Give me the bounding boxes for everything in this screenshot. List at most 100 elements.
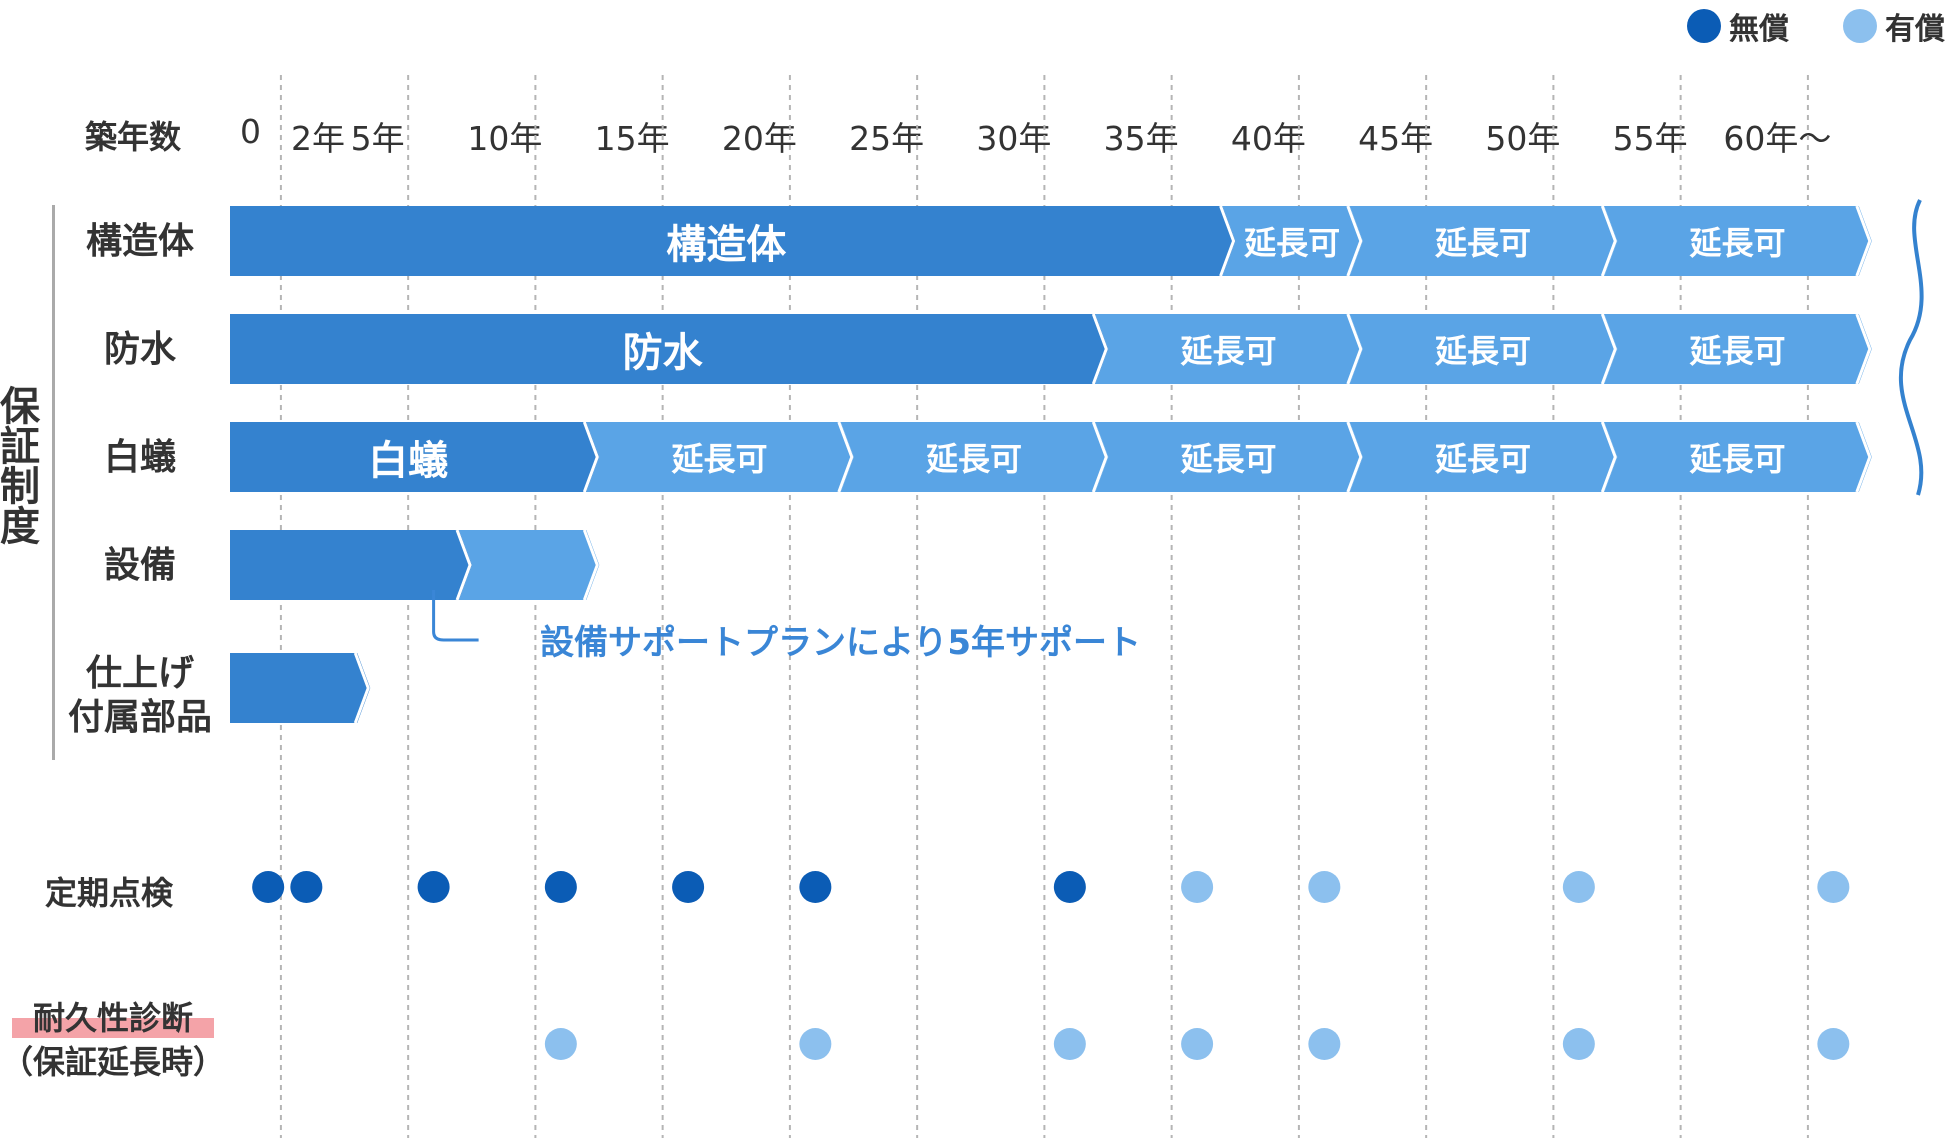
axis-break-mark xyxy=(1898,199,1924,496)
year-label: 0 xyxy=(240,112,261,151)
durability-diagnosis-dot xyxy=(544,1028,577,1060)
periodic-inspection-dot xyxy=(1817,871,1850,903)
extension-bar-structure xyxy=(1349,206,1618,276)
main-bar-label: 構造体 xyxy=(666,222,787,268)
extension-label: 延長可 xyxy=(1180,440,1277,478)
chevron-separator xyxy=(1091,421,1108,493)
equipment-note-connector xyxy=(432,590,479,642)
extension-bar-structure xyxy=(1222,206,1363,276)
row-label-equipment: 設備 xyxy=(103,545,176,586)
extension-bar-termite xyxy=(1349,422,1618,492)
group-bracket-line xyxy=(52,205,55,760)
extension-label: 延長可 xyxy=(1689,332,1786,370)
durability-diagnosis-dot xyxy=(799,1028,832,1060)
extension-label: 延長可 xyxy=(1180,332,1277,370)
periodic-inspection-dot xyxy=(799,871,832,903)
chevron-separator xyxy=(1855,421,1872,493)
header-row-title: 築年数 xyxy=(85,118,182,156)
extension-label: 延長可 xyxy=(671,440,768,478)
group-label: 保証制度 xyxy=(0,385,39,545)
row-label-finishing-line2: 付属部品 xyxy=(67,697,212,738)
extension-bar-equipment xyxy=(459,530,600,600)
extension-bar-waterproof xyxy=(1604,314,1872,384)
durability-label-line1: 耐久性診断 xyxy=(32,999,193,1037)
year-label: 25年 xyxy=(849,119,925,158)
row-label-termite: 白蟻 xyxy=(103,437,176,478)
durability-diagnosis-dot xyxy=(1308,1028,1341,1060)
extension-label: 延長可 xyxy=(926,440,1023,478)
chevron-separator xyxy=(455,529,472,601)
year-label: 55年 xyxy=(1612,119,1688,158)
legend-free-label: 無償 xyxy=(1729,12,1789,47)
durability-label-highlight xyxy=(12,1018,214,1038)
periodic-inspection-label: 定期点検 xyxy=(45,874,174,912)
row-label-finishing-line1: 仕上げ xyxy=(85,653,194,694)
chevron-separator xyxy=(1855,313,1872,385)
extension-bar-termite xyxy=(840,422,1109,492)
extension-label: 延長可 xyxy=(1435,332,1532,370)
extension-bar-waterproof xyxy=(1095,314,1363,384)
extension-bar-termite xyxy=(586,422,854,492)
periodic-inspection-dot xyxy=(672,871,705,903)
extension-label: 延長可 xyxy=(1689,224,1786,262)
year-label: 10年 xyxy=(467,119,543,158)
chevron-separator xyxy=(1346,313,1363,385)
legend-paid: 有償 xyxy=(1843,6,1945,47)
periodic-inspection-dot xyxy=(544,871,577,903)
chevron-separator xyxy=(1219,205,1236,277)
extension-bar-termite xyxy=(1604,422,1872,492)
periodic-inspection-dot xyxy=(1562,871,1595,903)
chevron-separator xyxy=(353,652,370,724)
periodic-inspection-dot xyxy=(417,871,450,903)
main-bar-structure xyxy=(230,206,1236,276)
year-label: 45年 xyxy=(1358,119,1434,158)
year-label: 60年〜 xyxy=(1723,119,1832,158)
extension-bar-termite xyxy=(1095,422,1363,492)
periodic-inspection-dot xyxy=(290,871,323,903)
durability-diagnosis-dot xyxy=(1817,1028,1850,1060)
periodic-inspection-dot xyxy=(1308,871,1341,903)
year-label: 40年 xyxy=(1230,119,1306,158)
equipment-support-note: 設備サポートプランにより5年サポート xyxy=(540,623,1141,663)
extension-label: 延長可 xyxy=(1435,224,1532,262)
year-label: 5年 xyxy=(350,119,405,158)
legend-free-dot xyxy=(1687,9,1721,43)
year-label: 30年 xyxy=(976,119,1052,158)
chevron-separator xyxy=(1346,421,1363,493)
year-label: 2年 xyxy=(291,119,345,158)
year-label: 50年 xyxy=(1485,119,1561,158)
chevron-separator xyxy=(837,421,854,493)
row-label-finishing: 仕上げ 付属部品 xyxy=(50,652,230,740)
main-bar-waterproof xyxy=(230,314,1109,384)
chevron-separator xyxy=(1091,313,1108,385)
durability-diagnosis-label: 耐久性診断 （保証延長時） xyxy=(0,996,226,1084)
legend-free: 無償 xyxy=(1687,6,1789,47)
extension-label: 延長可 xyxy=(1435,440,1532,478)
durability-label-line2: （保証延長時） xyxy=(0,1043,225,1081)
main-bar-finishing xyxy=(230,653,371,723)
main-bar-label: 白蟻 xyxy=(368,438,449,484)
periodic-inspection-dot xyxy=(252,871,285,903)
extension-label: 延長可 xyxy=(1244,224,1341,262)
extension-label: 延長可 xyxy=(1689,440,1786,478)
legend-paid-label: 有償 xyxy=(1885,12,1945,47)
chevron-separator xyxy=(1600,313,1617,385)
row-label-waterproof: 防水 xyxy=(103,329,176,370)
year-label: 15年 xyxy=(594,119,670,158)
main-bar-label: 防水 xyxy=(622,330,703,376)
durability-diagnosis-dot xyxy=(1181,1028,1214,1060)
periodic-inspection-dot xyxy=(1053,871,1086,903)
legend-paid-dot xyxy=(1843,9,1877,43)
chevron-separator xyxy=(1600,421,1617,493)
periodic-inspection-dot xyxy=(1181,871,1214,903)
extension-bar-structure xyxy=(1604,206,1872,276)
durability-diagnosis-dot xyxy=(1053,1028,1086,1060)
year-label: 20年 xyxy=(721,119,797,158)
row-label-structure: 構造体 xyxy=(85,221,194,262)
chevron-separator xyxy=(1600,205,1617,277)
chevron-separator xyxy=(582,421,599,493)
main-bar-termite xyxy=(230,422,600,492)
extension-bar-waterproof xyxy=(1349,314,1618,384)
chevron-separator xyxy=(582,529,599,601)
